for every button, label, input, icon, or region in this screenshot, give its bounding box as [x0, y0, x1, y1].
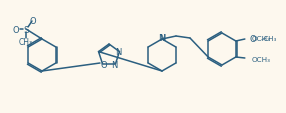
Text: CH₃: CH₃: [19, 37, 33, 46]
Text: N: N: [159, 34, 165, 43]
Text: N: N: [111, 61, 118, 70]
Text: N: N: [115, 48, 122, 57]
Text: O: O: [30, 16, 36, 25]
Text: OCH₃: OCH₃: [252, 56, 271, 62]
Text: N: N: [159, 33, 165, 42]
Text: –CH₃: –CH₃: [261, 36, 277, 42]
Text: O: O: [13, 25, 19, 34]
Text: O: O: [100, 61, 107, 70]
Text: O: O: [250, 34, 256, 43]
Text: S: S: [23, 25, 29, 34]
Text: OCH₃: OCH₃: [252, 36, 271, 42]
